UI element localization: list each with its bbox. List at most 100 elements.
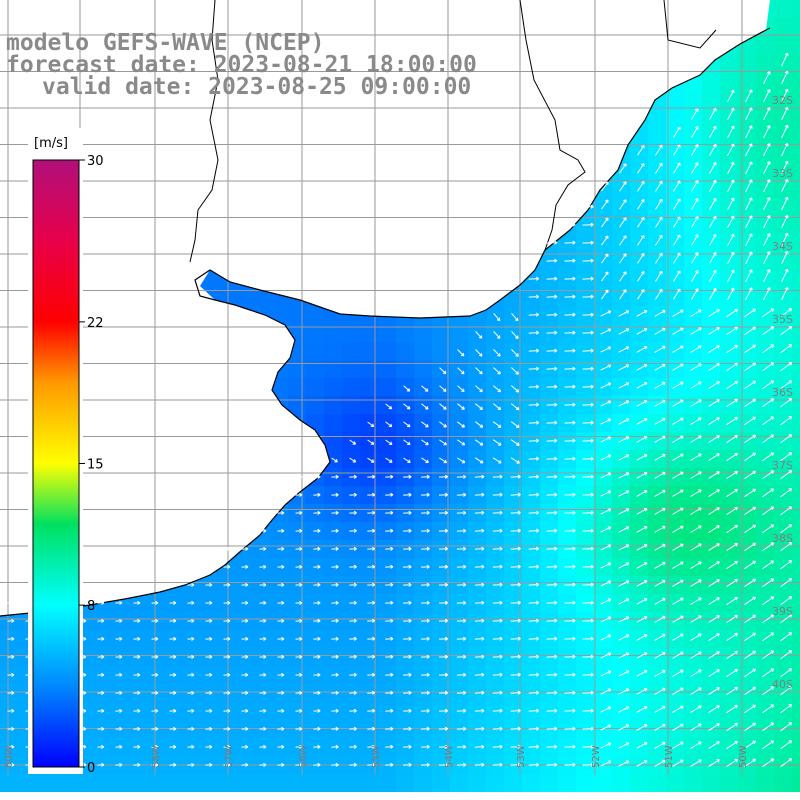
wind-arrow [474, 654, 485, 659]
wind-arrow [618, 688, 630, 695]
wind-arrow [780, 434, 793, 444]
wind-arrow [654, 579, 666, 587]
wind-arrow [133, 708, 141, 713]
wind-arrow [763, 89, 771, 103]
wind-arrow [223, 762, 231, 767]
wind-arrow [781, 286, 789, 301]
wind-arrow [726, 524, 738, 534]
wind-arrow [223, 636, 231, 641]
wind-arrow [385, 600, 394, 605]
lon-label: 52W [591, 745, 602, 768]
wind-arrow [763, 269, 771, 283]
wind-arrow [456, 708, 467, 713]
wind-arrow [223, 582, 231, 587]
colorbar-tick-label: 22 [87, 316, 104, 331]
wind-arrow [115, 618, 123, 623]
field-cell [792, 684, 800, 702]
field-cell [720, 774, 738, 792]
field-cell [342, 360, 360, 378]
wind-arrow [727, 197, 735, 210]
field-cell [288, 360, 306, 378]
wind-arrow [528, 672, 540, 677]
wind-arrow [151, 618, 159, 623]
wind-arrow [601, 181, 609, 192]
wind-arrow [763, 287, 771, 301]
wind-arrow [600, 688, 612, 695]
wind-arrow [780, 560, 793, 570]
wind-arrow [438, 582, 448, 587]
wind-arrow [654, 381, 666, 389]
wind-arrow [133, 600, 141, 605]
wind-arrow [762, 470, 775, 480]
wind-arrow [115, 654, 123, 659]
wind-arrow [367, 744, 376, 749]
wind-arrow [655, 198, 663, 210]
field-cell [792, 738, 800, 756]
wind-arrow [564, 366, 576, 371]
wind-arrow [672, 381, 684, 389]
wind-arrow [313, 582, 321, 587]
wind-arrow [601, 271, 609, 282]
wind-arrow [762, 326, 775, 336]
wind-arrow [115, 600, 123, 605]
wind-arrow [528, 474, 540, 479]
field-cell [306, 306, 324, 324]
wind-arrow [385, 726, 394, 731]
wind-arrow [474, 582, 485, 587]
wind-arrow [403, 457, 411, 463]
border-line [519, 0, 586, 251]
field-cell [774, 36, 792, 54]
field-cell [450, 774, 468, 792]
wind-arrow [151, 726, 159, 731]
wind-arrow [600, 472, 612, 479]
wind-arrow [726, 380, 738, 390]
wind-arrow [690, 543, 702, 551]
wind-arrow [349, 457, 357, 463]
lon-label: 60W [4, 745, 15, 768]
wind-arrow [636, 508, 648, 515]
lon-label: 54W [444, 745, 455, 768]
wind-arrow [744, 758, 757, 768]
wind-arrow [456, 762, 467, 767]
wind-arrow [762, 362, 775, 372]
wind-arrow [367, 762, 376, 767]
field-cell [396, 360, 414, 378]
wind-arrow [708, 399, 720, 408]
field-cell [324, 774, 342, 792]
field-cell [378, 342, 396, 360]
wind-arrow [223, 600, 231, 605]
wind-arrow [7, 708, 15, 713]
wind-arrow [421, 762, 430, 767]
uruguay-river-border [189, 0, 219, 263]
wind-arrow [600, 598, 612, 605]
field-cell [288, 774, 306, 792]
wind-arrow [763, 143, 771, 157]
field-cell [72, 774, 90, 792]
wind-arrow [475, 385, 483, 393]
wind-arrow [636, 742, 648, 749]
wind-arrow [726, 542, 738, 552]
wind-arrow [474, 492, 485, 497]
wind-arrow [744, 488, 757, 498]
wind-arrow [600, 634, 612, 641]
wind-arrow [654, 669, 666, 677]
wind-arrow [691, 108, 699, 120]
wind-arrow [780, 326, 793, 336]
field-cell [306, 360, 324, 378]
wind-arrow [474, 744, 485, 749]
wind-arrow [726, 668, 738, 678]
wind-arrow [690, 489, 702, 497]
wind-arrow [474, 403, 483, 410]
wind-arrow [546, 762, 558, 767]
wind-arrow [349, 744, 357, 749]
wind-arrow [474, 474, 485, 479]
wind-arrow [727, 215, 735, 228]
wind-arrow [7, 762, 15, 767]
lat-label: 39S [772, 605, 793, 618]
wind-arrow [763, 107, 771, 121]
wind-arrow [438, 600, 448, 605]
wind-arrow [223, 690, 231, 695]
wind-arrow [636, 706, 648, 713]
wind-arrow [582, 726, 594, 731]
wind-arrow [745, 251, 753, 265]
